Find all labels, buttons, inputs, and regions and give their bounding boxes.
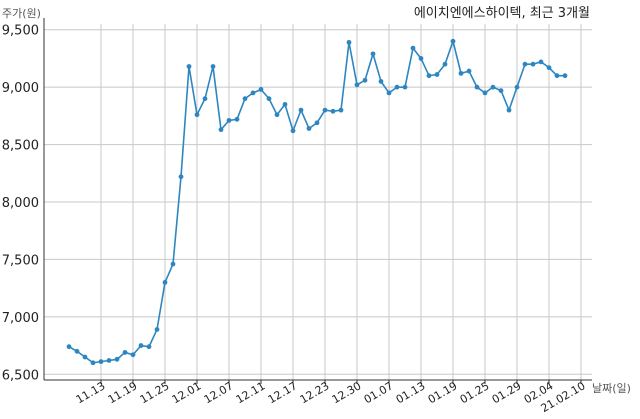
data-point bbox=[298, 107, 304, 113]
y-tick-label: 7,000 bbox=[2, 311, 39, 326]
data-point bbox=[434, 72, 440, 77]
data-point bbox=[66, 344, 72, 350]
data-point bbox=[282, 101, 288, 107]
data-point bbox=[186, 64, 192, 69]
data-point bbox=[146, 344, 152, 350]
data-point bbox=[82, 354, 88, 360]
data-points bbox=[66, 38, 568, 366]
x-tick-label: 01.13 bbox=[394, 379, 428, 406]
data-point bbox=[218, 127, 224, 133]
data-point bbox=[74, 348, 80, 354]
data-point bbox=[482, 90, 488, 96]
data-point bbox=[202, 96, 208, 102]
data-point bbox=[490, 84, 496, 90]
data-point bbox=[162, 279, 168, 285]
data-point bbox=[98, 359, 104, 365]
data-point bbox=[354, 82, 360, 88]
x-axis-label: 날짜(일) bbox=[592, 381, 631, 395]
data-point bbox=[442, 61, 448, 67]
data-point bbox=[402, 84, 408, 90]
data-point bbox=[154, 327, 160, 332]
data-point bbox=[178, 174, 184, 180]
data-point bbox=[410, 45, 416, 51]
x-tick-label: 11.25 bbox=[138, 379, 172, 406]
x-tick-label: 12.17 bbox=[266, 379, 300, 406]
data-point bbox=[274, 112, 280, 118]
data-point bbox=[426, 73, 432, 79]
data-point bbox=[346, 39, 352, 45]
data-point bbox=[330, 108, 336, 114]
data-point bbox=[122, 350, 128, 355]
data-point bbox=[386, 90, 392, 96]
y-tick-label: 8,500 bbox=[2, 139, 39, 154]
y-tick-label: 6,500 bbox=[2, 368, 39, 383]
data-point bbox=[546, 65, 552, 71]
data-point bbox=[362, 77, 368, 83]
data-point bbox=[194, 112, 200, 118]
data-point bbox=[418, 56, 424, 61]
x-tick-label: 12.01 bbox=[170, 379, 204, 406]
data-point bbox=[370, 51, 376, 57]
data-point bbox=[458, 70, 464, 76]
data-point bbox=[522, 61, 528, 67]
x-axis-ticks: 11.1311.1911.2512.0112.0712.1112.1712.23… bbox=[74, 379, 588, 415]
y-axis-ticks: 6,500 7,000 7,500 8,000 8,500 9,000 9,500 bbox=[2, 24, 39, 384]
x-tick-label: 11.13 bbox=[74, 379, 108, 406]
data-point bbox=[514, 84, 520, 90]
y-tick-label: 9,500 bbox=[2, 24, 39, 39]
data-point bbox=[234, 116, 240, 122]
data-point bbox=[258, 87, 264, 92]
data-point bbox=[466, 68, 472, 74]
data-point bbox=[314, 120, 320, 126]
data-point bbox=[266, 96, 272, 102]
data-point bbox=[210, 64, 216, 69]
data-point bbox=[450, 38, 456, 44]
data-point bbox=[106, 358, 112, 363]
x-tick-label: 11.19 bbox=[106, 379, 140, 406]
y-tick-label: 8,000 bbox=[2, 196, 39, 211]
data-point bbox=[130, 352, 136, 358]
data-point bbox=[114, 356, 120, 362]
data-point bbox=[138, 343, 144, 348]
data-point bbox=[562, 73, 568, 79]
data-point bbox=[90, 360, 96, 366]
x-tick-label: 01.29 bbox=[490, 379, 524, 406]
data-point bbox=[554, 73, 560, 79]
x-tick-label: 01.25 bbox=[458, 379, 492, 406]
x-tick-label: 01.07 bbox=[362, 379, 396, 406]
y-axis-label: 주가(원) bbox=[2, 7, 41, 20]
x-tick-label: 12.23 bbox=[298, 379, 332, 406]
data-point bbox=[474, 84, 480, 90]
data-point bbox=[250, 90, 256, 96]
x-tick-label: 01.19 bbox=[426, 379, 460, 406]
data-point bbox=[506, 107, 512, 113]
data-point bbox=[338, 107, 344, 113]
grid-lines bbox=[44, 24, 592, 380]
data-point bbox=[226, 118, 232, 123]
data-point bbox=[530, 61, 536, 67]
data-point bbox=[394, 84, 400, 90]
data-point bbox=[378, 79, 384, 84]
x-tick-label: 12.30 bbox=[330, 379, 364, 406]
y-tick-label: 9,000 bbox=[2, 81, 39, 96]
data-point bbox=[538, 59, 544, 65]
data-point bbox=[306, 126, 312, 131]
data-point bbox=[170, 261, 176, 267]
x-tick-label: 12.07 bbox=[202, 379, 236, 406]
data-point bbox=[498, 88, 504, 94]
data-point bbox=[290, 128, 296, 134]
data-point bbox=[242, 96, 248, 102]
axes bbox=[43, 18, 592, 381]
x-tick-label: 12.11 bbox=[234, 379, 268, 406]
y-tick-label: 7,500 bbox=[2, 253, 39, 268]
chart-title: 에이치엔에스하이텍, 최근 3개월 bbox=[414, 6, 590, 21]
data-point bbox=[322, 107, 328, 113]
